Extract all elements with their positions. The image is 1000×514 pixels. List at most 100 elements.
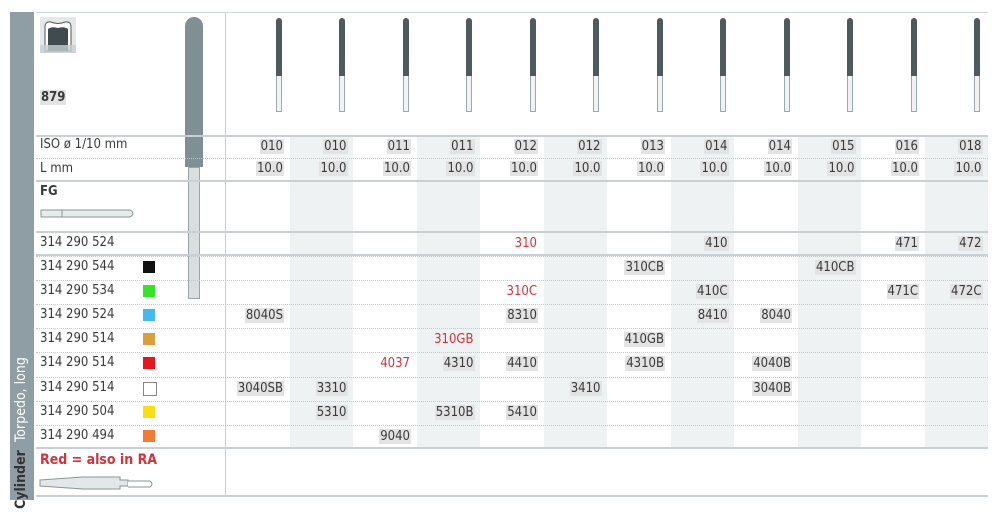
bur-shank: [275, 76, 282, 112]
product-code: 410C: [696, 284, 729, 299]
grit-color-swatch: [143, 357, 155, 369]
grit-color-swatch: [143, 430, 155, 442]
order-ref: 314 290 544: [40, 259, 115, 274]
bur-image: [466, 18, 473, 76]
order-ref: 314 290 524: [40, 235, 115, 250]
product-code: 4310: [442, 356, 475, 371]
bur-shank: [783, 76, 790, 112]
shank-type-label: FG: [40, 184, 58, 199]
grit-color-swatch: [143, 261, 155, 273]
bur-image: [974, 18, 981, 76]
bur-shank-image: [188, 167, 200, 299]
bur-shank: [847, 76, 854, 112]
product-code: 5410: [506, 405, 538, 420]
column-shade: [416, 136, 480, 447]
legend-text: Red = also in RA: [40, 452, 158, 468]
iso-value: 016: [894, 139, 919, 154]
length-value: 10.0: [446, 161, 475, 176]
bur-image: [275, 18, 282, 76]
product-code: 5310B: [434, 405, 475, 420]
ra-shank-icon: [39, 476, 153, 490]
product-code: 410CB: [814, 260, 856, 275]
product-code: 310C: [506, 284, 538, 299]
length-label: L mm: [40, 161, 74, 176]
bur-image: [402, 18, 409, 76]
category-sidebar: Torpedo, long Cylinder: [10, 12, 34, 509]
product-number: 879: [40, 90, 67, 105]
order-ref: 314 290 494: [40, 428, 115, 443]
bur-shank: [974, 76, 981, 112]
bur-image: [847, 18, 854, 76]
length-value: 10.0: [763, 161, 792, 176]
product-code: 4037: [380, 356, 410, 371]
iso-value: 013: [640, 139, 665, 154]
grit-color-swatch: [143, 309, 155, 321]
product-code: 4040B: [752, 356, 792, 371]
iso-value: 014: [767, 139, 792, 154]
bur-shank: [720, 76, 727, 112]
category-label: Torpedo, long: [13, 357, 29, 442]
length-value: 10.0: [319, 161, 348, 176]
product-code: 8410: [696, 308, 729, 323]
product-code: 3040B: [752, 381, 792, 396]
order-ref: 314 290 514: [40, 331, 115, 346]
iso-value: 010: [259, 139, 284, 154]
iso-value: 018: [958, 139, 983, 154]
product-code: 471: [894, 236, 919, 251]
length-value: 10.0: [700, 161, 729, 176]
product-code: 310GB: [434, 332, 474, 347]
bur-image: [656, 18, 663, 76]
length-value: 10.0: [573, 161, 602, 176]
length-value: 10.0: [382, 161, 411, 176]
length-value: 10.0: [827, 161, 856, 176]
length-value: 10.0: [255, 161, 284, 176]
grit-color-swatch: [143, 333, 155, 345]
bur-image: [910, 18, 917, 76]
length-value: 10.0: [509, 161, 538, 176]
product-code: 8040: [760, 308, 792, 323]
column-shade: [797, 136, 861, 447]
bur-shank: [593, 76, 600, 112]
iso-value: 012: [513, 139, 538, 154]
bur-shank: [402, 76, 409, 112]
iso-label: ISO ø 1/10 mm: [40, 137, 128, 152]
product-code: 310: [514, 236, 537, 251]
bur-image: [529, 18, 536, 76]
product-code: 5310: [315, 405, 348, 420]
iso-value: 015: [831, 139, 856, 154]
product-code: 471C: [886, 284, 919, 299]
product-code: 3310: [315, 381, 348, 396]
bur-shank: [656, 76, 663, 112]
bur-image: [339, 18, 346, 76]
product-code: 9040: [379, 429, 411, 444]
tooth-crown-icon: [40, 17, 76, 53]
product-code: 4310B: [625, 356, 665, 371]
iso-value: 012: [577, 139, 602, 154]
order-ref: 314 290 514: [40, 380, 115, 395]
fg-shank-icon: [40, 209, 134, 218]
iso-value: 011: [386, 139, 411, 154]
iso-value: 011: [450, 139, 475, 154]
length-value: 10.0: [890, 161, 919, 176]
product-code: 410: [704, 236, 729, 251]
product-code: 4410: [506, 356, 538, 371]
bur-image: [720, 18, 727, 76]
product-code: 3040SB: [236, 381, 284, 396]
iso-value: 014: [704, 139, 729, 154]
product-code: 472: [958, 236, 983, 251]
product-code: 8310: [506, 308, 538, 323]
grit-color-swatch: [143, 382, 157, 396]
grit-color-swatch: [143, 285, 155, 297]
product-code: 3410: [569, 381, 602, 396]
bur-shank: [339, 76, 346, 112]
order-ref: 314 290 534: [40, 283, 115, 298]
product-code: 472C: [950, 284, 983, 299]
product-code: 310CB: [624, 260, 665, 275]
secondary-category-label: Cylinder: [13, 450, 29, 509]
grit-color-swatch: [143, 406, 155, 418]
bur-head-image: [185, 17, 203, 167]
bur-shank: [466, 76, 473, 112]
length-value: 10.0: [636, 161, 665, 176]
bur-image: [783, 18, 790, 76]
bur-image: [593, 18, 600, 76]
